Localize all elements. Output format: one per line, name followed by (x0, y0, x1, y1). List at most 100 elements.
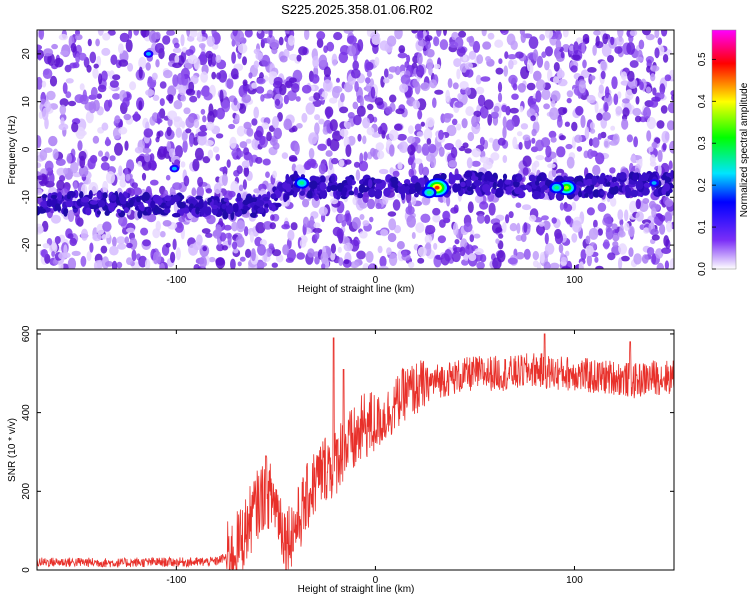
spectrogram-cell (498, 233, 504, 239)
spectrogram-cell (482, 161, 493, 170)
spectrogram-cell (523, 222, 528, 233)
spectrogram-cell (437, 235, 446, 244)
spectrogram-cell (232, 203, 239, 213)
spectrogram-cell (242, 179, 247, 190)
spectrogram-cell (487, 113, 493, 126)
spectrogram-cell (216, 243, 225, 252)
spectrogram-cell (142, 191, 150, 201)
spectrogram-cell (366, 198, 376, 210)
spectrogram-cell (92, 99, 100, 112)
spectrogram-cell (417, 257, 425, 264)
spectrogram-cell (80, 196, 90, 203)
spectrogram-cell (518, 141, 523, 150)
spectrogram-cell (438, 129, 444, 140)
spectrogram-cell (154, 42, 165, 54)
spectrogram-cell (183, 107, 191, 115)
spectrogram-cell (199, 256, 207, 269)
spectrogram-cell (471, 115, 479, 128)
spectrogram-cell (613, 185, 619, 194)
spectrogram-cell (359, 231, 368, 239)
spectrogram-cell (428, 66, 433, 76)
spectrogram-cell (295, 96, 301, 102)
spectrogram-cell (451, 251, 461, 263)
spectrogram-cell (414, 123, 422, 132)
spectrogram-cell (215, 153, 220, 161)
spectrogram-cell (457, 184, 462, 192)
spectrogram-cell (380, 229, 389, 237)
spectrogram-cell (37, 76, 43, 90)
spectrogram-cell (250, 212, 257, 218)
spectrogram-cell (597, 228, 603, 236)
spectrogram-cell (519, 105, 524, 113)
spectrogram-cell (462, 54, 468, 62)
spectrogram-cell (288, 53, 299, 61)
spectrogram-cell (601, 43, 612, 57)
spectrogram-cell (408, 188, 416, 194)
spectrogram-cell (629, 60, 639, 68)
spectrogram-cell (118, 59, 129, 67)
colorbar: 0.0 0.1 0.2 0.3 0.4 0.5 Normalized spectral a… (697, 29, 750, 276)
spectrogram-cell (388, 218, 397, 231)
spectrogram-cell (410, 175, 419, 184)
spectrogram-cell (353, 186, 359, 196)
spectrogram-cell (221, 245, 228, 251)
spectrogram-cell (404, 61, 410, 69)
spectrogram-cell (257, 30, 262, 34)
spectrogram-cell (593, 219, 598, 229)
spectrogram-cell (228, 123, 236, 130)
spectrogram-cell (112, 236, 117, 247)
spectrogram-cell (89, 242, 94, 253)
spectrogram-cell (544, 30, 554, 39)
spectrogram-cell (231, 221, 239, 232)
spectrogram-cell (153, 251, 159, 265)
spectrogram-cell (95, 38, 100, 47)
spectrogram-cell (498, 178, 504, 189)
spectrogram-cell (109, 245, 119, 256)
spectrogram-cell (543, 261, 551, 269)
spectrogram-cell (362, 117, 371, 129)
spectrogram-cell (671, 94, 674, 101)
spectrogram-cell (399, 83, 409, 93)
spectrogram-cell (533, 70, 542, 82)
spectrogram-cell (394, 30, 403, 40)
spectrogram-cell (329, 97, 338, 104)
spectrogram-cell (580, 115, 586, 128)
snr-y-tick-label: 400 (21, 404, 32, 421)
spectrogram-cell (646, 247, 655, 256)
spectrogram-cell (566, 97, 572, 104)
spectrogram-cell (142, 239, 151, 247)
spectrogram-cell (670, 169, 674, 180)
spectrogram-cell (573, 41, 579, 55)
spectrogram-cell (362, 187, 369, 193)
spectrogram-cell (80, 255, 87, 267)
spectrogram-cell (559, 135, 566, 141)
spectrogram-cell (318, 163, 327, 175)
spectrogram-cell (632, 107, 642, 117)
spectrogram-cell (368, 188, 376, 198)
spectrogram-cell (345, 144, 352, 157)
spectrogram-cell (358, 160, 369, 172)
spectrogram-cell (466, 36, 474, 43)
spectrogram-cell (41, 107, 49, 121)
spectrogram-cell (491, 222, 502, 234)
spectrogram-cell (377, 126, 383, 135)
spectrogram-cell (296, 123, 303, 129)
spectrogram-cell (66, 193, 71, 200)
spectrogram-cell (253, 60, 260, 69)
spectrogram-cell (291, 83, 300, 93)
spectrogram-cell (233, 97, 238, 106)
spectrogram-cell (434, 89, 444, 95)
spectrogram-cell (612, 133, 620, 145)
spectrogram-cell (90, 86, 98, 99)
spectrogram-cell (202, 156, 211, 164)
spectrogram-cell (73, 181, 78, 190)
spectrogram-cell (199, 51, 207, 63)
spectrogram-cell (359, 95, 364, 109)
spectrogram-cell (201, 30, 206, 35)
spectrogram-cell (51, 43, 58, 50)
spectrogram-cell (166, 140, 171, 152)
spectrogram-cell (273, 76, 283, 86)
spectrogram-cell (565, 176, 575, 181)
spectrogram-cell (52, 259, 59, 265)
